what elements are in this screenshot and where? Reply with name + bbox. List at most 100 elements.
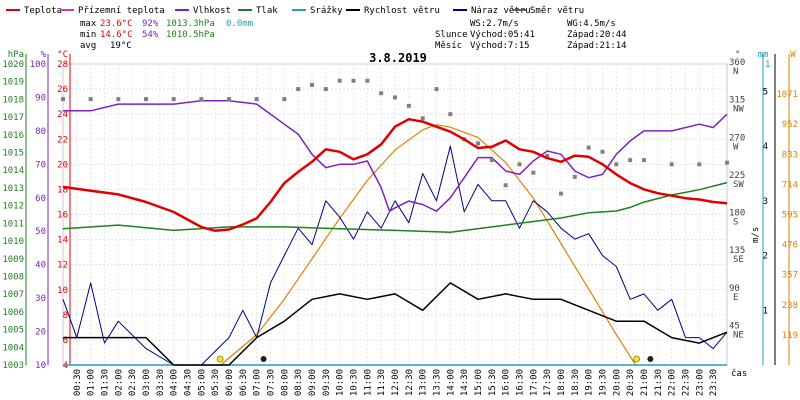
wind-direction-point (310, 82, 314, 87)
wind-speed-tick-label: 1 (763, 306, 768, 316)
temperature-tick-label: 22 (57, 135, 68, 145)
wind-dir-compass-label: SE (733, 255, 744, 265)
sunrise-marker (216, 355, 224, 363)
humidity-tick-label: 90 (35, 93, 46, 103)
wind-dir-tick-label: 90 (729, 284, 740, 294)
humidity-tick-label: 30 (35, 294, 46, 304)
humidity-tick-label: 40 (35, 261, 46, 271)
sun-moon-info: WS:2.7m/s WG:4.5m/s Slunce Východ:05:41 … (435, 19, 627, 51)
wind-dir-compass-label: W (733, 142, 739, 152)
info-moonrise: Východ:7:15 (470, 41, 530, 51)
info-ws: WS:2.7m/s (470, 19, 519, 29)
pressure-tick-label: 1007 (2, 290, 24, 300)
humidity-tick-label: 100 (30, 60, 46, 70)
humidity-axis-unit: % (41, 50, 47, 60)
time-tick-label: 01:00 (87, 369, 97, 396)
solar-radiation-series (220, 124, 637, 366)
humidity-series (63, 100, 728, 212)
time-tick-label: 10:30 (350, 369, 360, 396)
time-tick-label: 04:30 (184, 369, 194, 396)
rain-axis-unit: mm (758, 50, 769, 60)
time-tick-label: 01:30 (101, 369, 111, 396)
time-tick-label: 06:00 (225, 369, 235, 396)
wind-speed-tick-label: 4 (763, 142, 768, 152)
wind-direction-point (517, 162, 522, 167)
wind-dir-tick-label: 135 (729, 246, 745, 256)
time-tick-label: 23:30 (709, 369, 719, 396)
info-wg: WG:4.5m/s (567, 19, 616, 29)
time-tick-label: 20:30 (626, 369, 636, 396)
time-tick-label: 12:00 (391, 369, 401, 396)
legend: Teplota Přízemní teplota Vlhkost Tlak Srážky… (6, 6, 584, 16)
time-tick-label: 07:00 (253, 369, 263, 396)
time-tick-label: 11:00 (363, 369, 373, 396)
pressure-tick-label: 1015 (2, 149, 24, 159)
wind-speed-axis-unit: m/s (751, 227, 761, 243)
wind-speed-series (63, 282, 728, 366)
pressure-tick-label: 1012 (2, 202, 24, 212)
info-moonset: Západ:21:14 (567, 41, 627, 51)
temperature-axis-unit: °C (57, 50, 68, 60)
time-tick-label: 05:00 (197, 369, 207, 396)
radiation-tick-label: 833 (782, 150, 798, 160)
time-tick-label: 15:30 (488, 369, 498, 396)
temperature-tick-label: 14 (57, 236, 68, 246)
wind-direction-point (420, 116, 425, 121)
legend-label: Srážky (310, 6, 343, 16)
legend-label: Rychlost větru (364, 6, 440, 16)
wind-direction-point (379, 91, 384, 96)
time-tick-label: 08:30 (294, 369, 304, 396)
pressure-tick-label: 1017 (2, 113, 24, 123)
time-tick-label: 02:00 (114, 369, 124, 396)
chart-title: 3.8.2019 (369, 51, 427, 65)
legend-label: Tlak (256, 6, 278, 16)
time-tick-label: 18:00 (557, 369, 567, 396)
humidity-tick-label: 70 (35, 160, 46, 170)
time-tick-label: 07:30 (267, 369, 277, 396)
wind-dir-tick-label: 180 (729, 209, 745, 219)
wind-dir-tick-label: 225 (729, 171, 745, 181)
moonrise-marker (260, 356, 267, 362)
time-tick-label: 22:30 (682, 369, 692, 396)
pressure-tick-label: 1011 (2, 219, 24, 229)
time-tick-label: 03:30 (156, 369, 166, 396)
info-sunset: Západ:20:44 (567, 30, 627, 40)
wind-direction-point (448, 112, 453, 117)
wind-speed-tick-label: 3 (763, 197, 768, 207)
wind-dir-tick-label: 270 (729, 133, 745, 143)
humidity-tick-label: 10 (35, 361, 46, 371)
wind-direction-point (171, 97, 176, 102)
time-tick-label: 16:00 (502, 369, 512, 396)
pressure-tick-label: 1003 (2, 361, 24, 371)
pressure-tick-label: 1016 (2, 131, 24, 141)
pressure-tick-label: 1006 (2, 308, 24, 318)
wind-dir-tick-label: 360 (729, 58, 745, 68)
wind-dir-tick-label: 45 (729, 321, 740, 331)
time-tick-label: 19:30 (599, 369, 609, 396)
time-tick-label: 10:00 (336, 369, 346, 396)
temperature-tick-label: 28 (57, 60, 68, 70)
wind-dir-compass-label: NW (733, 105, 744, 115)
stat-max-hum: 92% (142, 19, 159, 29)
time-tick-label: 08:00 (280, 369, 290, 396)
temperature-tick-label: 26 (57, 85, 68, 95)
stat-min-temp: 14.6°C (100, 30, 133, 40)
time-tick-label: 15:00 (474, 369, 484, 396)
temperature-tick-label: 16 (57, 211, 68, 221)
time-tick-label: 23:00 (695, 369, 705, 396)
info-sunrise: Východ:05:41 (470, 30, 535, 40)
time-tick-label: 21:00 (640, 369, 650, 396)
time-tick-label: 13:00 (419, 369, 429, 396)
wind-direction-point (531, 170, 536, 175)
radiation-tick-label: 476 (782, 241, 798, 251)
time-tick-label: 17:00 (529, 369, 539, 396)
wind-gust-series (62, 145, 728, 366)
humidity-tick-label: 20 (35, 328, 46, 338)
stats-block: max 23.6°C 92% 1013.3hPa 0.0mm min 14.6°… (80, 19, 253, 51)
time-tick-label: 11:30 (377, 369, 387, 396)
time-tick-label: 12:30 (405, 369, 415, 396)
radiation-tick-label: 238 (782, 301, 798, 311)
humidity-tick-label: 80 (35, 127, 46, 137)
wind-direction-point (600, 149, 605, 154)
temperature-tick-label: 6 (63, 336, 68, 346)
